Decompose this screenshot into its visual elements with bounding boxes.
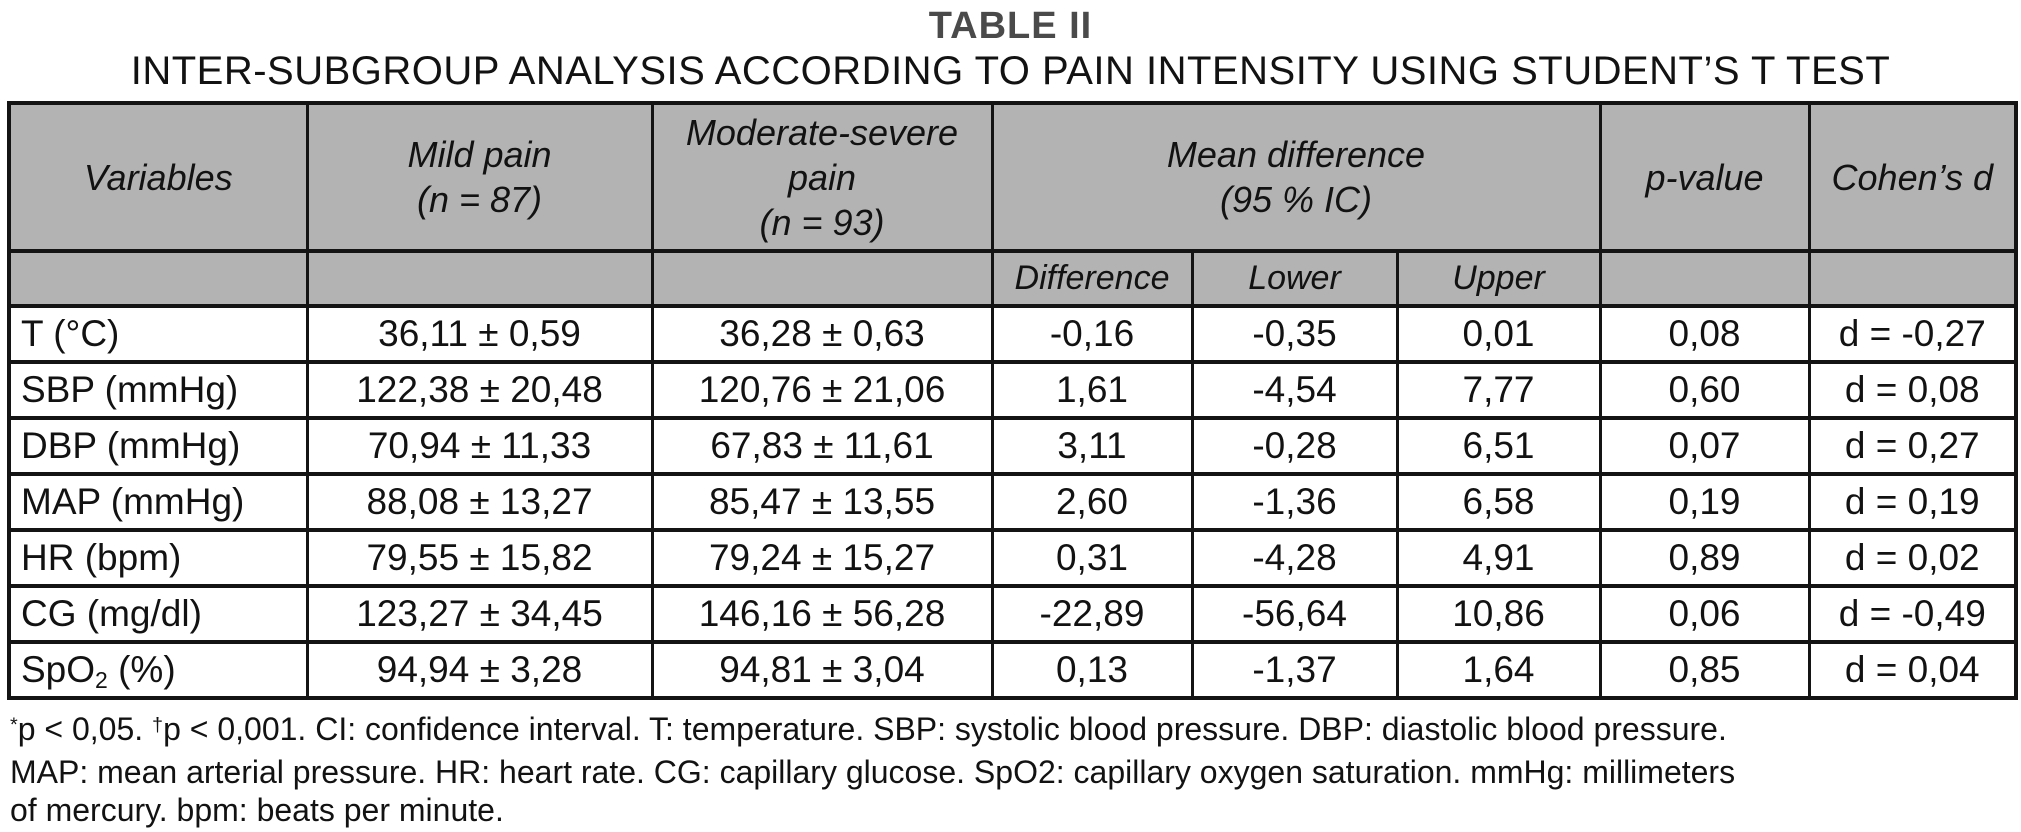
col-header-mean-difference: Mean difference (95 % IC) [990,101,1602,253]
cell-upper: 0,01 [1395,304,1602,364]
cell-mild-pain: 36,11 ± 0,59 [305,304,654,364]
cell-moderate-severe-pain: 146,16 ± 56,28 [650,584,994,644]
cell-variable: HR (bpm) [7,528,309,588]
table-row: MAP (mmHg) 88,08 ± 13,27 85,47 ± 13,55 2,60… [7,472,2018,532]
cell-moderate-severe-pain: 36,28 ± 0,63 [650,304,994,364]
cell-variable: CG (mg/dl) [7,584,309,644]
cell-upper: 7,77 [1395,360,1602,420]
cell-p-value: 0,08 [1598,304,1811,364]
cell-lower: -1,37 [1190,640,1399,700]
subheader-upper: Upper [1395,249,1602,308]
cell-cohens-d: d = 0,02 [1807,528,2018,588]
cell-moderate-severe-pain: 79,24 ± 15,27 [650,528,994,588]
cell-cohens-d: d = 0,27 [1807,416,2018,476]
subheader-lower: Lower [1190,249,1399,308]
cell-upper: 10,86 [1395,584,1602,644]
cell-mild-pain: 79,55 ± 15,82 [305,528,654,588]
cell-difference: 0,31 [990,528,1194,588]
cell-mild-pain: 88,08 ± 13,27 [305,472,654,532]
col-header-cohens-d: Cohen’s d [1807,101,2018,253]
cell-cohens-d: d = 0,04 [1807,640,2018,700]
cell-lower: -0,35 [1190,304,1399,364]
cell-upper: 6,58 [1395,472,1602,532]
col-header-variables: Variables [7,101,309,253]
cell-difference: -0,16 [990,304,1194,364]
subheader-empty-variables [7,249,309,308]
cell-difference: 1,61 [990,360,1194,420]
col-header-label: Cohen’s d [1831,156,1993,198]
header-row-main: Variables Mild pain (n = 87) Moderate-se… [7,101,2018,253]
cell-variable: SBP (mmHg) [7,360,309,420]
footnote-line: of mercury. bpm: beats per minute. [10,792,504,828]
cell-moderate-severe-pain: 120,76 ± 21,06 [650,360,994,420]
table-header: Variables Mild pain (n = 87) Moderate-se… [7,101,2018,308]
header-row-sub: Difference Lower Upper [7,249,2018,308]
table-row: DBP (mmHg) 70,94 ± 11,33 67,83 ± 11,61 3,11… [7,416,2018,476]
cell-p-value: 0,89 [1598,528,1811,588]
cell-difference: 3,11 [990,416,1194,476]
cell-cohens-d: d = 0,19 [1807,472,2018,532]
col-header-moderate-severe-pain: Moderate-severe pain (n = 93) [650,101,994,253]
cell-lower: -56,64 [1190,584,1399,644]
cell-difference: 0,13 [990,640,1194,700]
subheader-difference: Difference [990,249,1194,308]
cell-p-value: 0,60 [1598,360,1811,420]
cell-p-value: 0,06 [1598,584,1811,644]
col-header-label: p-value [1645,156,1764,198]
col-header-label: pain [787,156,857,198]
table-row: CG (mg/dl) 123,27 ± 34,45 146,16 ± 56,28 -2… [7,584,2018,644]
cell-lower: -4,54 [1190,360,1399,420]
table-row: T (°C) 36,11 ± 0,59 36,28 ± 0,63 -0,16 -0,35… [7,304,2018,364]
col-header-mild-pain: Mild pain (n = 87) [305,101,654,253]
subheader-empty-moderate-severe [650,249,994,308]
cell-cohens-d: d = -0,49 [1807,584,2018,644]
cell-mild-pain: 70,94 ± 11,33 [305,416,654,476]
col-header-label: (n = 93) [759,201,885,243]
cell-cohens-d: d = 0,08 [1807,360,2018,420]
table-body: T (°C) 36,11 ± 0,59 36,28 ± 0,63 -0,16 -0,35… [7,304,2018,700]
table-row: SBP (mmHg) 122,38 ± 20,48 120,76 ± 21,06 1,… [7,360,2018,420]
cell-lower: -1,36 [1190,472,1399,532]
cell-upper: 1,64 [1395,640,1602,700]
footnote-line: *p < 0,05. †p < 0,001. CI: confidence in… [10,711,1727,747]
subheader-empty-cohens-d [1807,249,2018,308]
cell-mild-pain: 122,38 ± 20,48 [305,360,654,420]
cell-mild-pain: 123,27 ± 34,45 [305,584,654,644]
cell-variable: SpO2 (%) [7,640,309,700]
cell-cohens-d: d = -0,27 [1807,304,2018,364]
cell-p-value: 0,19 [1598,472,1811,532]
cell-variable: DBP (mmHg) [7,416,309,476]
table-row: SpO2 (%) 94,94 ± 3,28 94,81 ± 3,04 0,13 -1,3… [7,640,2018,700]
cell-moderate-severe-pain: 67,83 ± 11,61 [650,416,994,476]
cell-upper: 6,51 [1395,416,1602,476]
cell-difference: -22,89 [990,584,1194,644]
table-footnote: *p < 0,05. †p < 0,001. CI: confidence in… [0,710,2021,829]
cell-p-value: 0,07 [1598,416,1811,476]
footnote-line: MAP: mean arterial pressure. HR: heart r… [10,754,1736,790]
cell-variable: T (°C) [7,304,309,364]
subheader-empty-mild [305,249,654,308]
cell-mild-pain: 94,94 ± 3,28 [305,640,654,700]
table-row: HR (bpm) 79,55 ± 15,82 79,24 ± 15,27 0,31 -4… [7,528,2018,588]
cell-lower: -4,28 [1190,528,1399,588]
col-header-label: Moderate-severe [685,111,959,153]
col-header-label: Variables [83,156,233,198]
cell-lower: -0,28 [1190,416,1399,476]
cell-p-value: 0,85 [1598,640,1811,700]
subheader-empty-p-value [1598,249,1811,308]
col-header-label: Mild pain [407,134,552,175]
col-header-label: (95 % IC) [1219,179,1373,220]
col-header-p-value: p-value [1598,101,1811,253]
cell-variable: MAP (mmHg) [7,472,309,532]
cell-upper: 4,91 [1395,528,1602,588]
cell-moderate-severe-pain: 85,47 ± 13,55 [650,472,994,532]
table-title: TABLE II [928,5,1093,47]
results-table: Variables Mild pain (n = 87) Moderate-se… [7,101,2019,700]
table-subtitle: INTER-SUBGROUP ANALYSIS ACCORDING TO PAI… [130,49,1891,93]
cell-moderate-severe-pain: 94,81 ± 3,04 [650,640,994,700]
col-header-label: (n = 87) [416,179,543,220]
col-header-label: Mean difference [1166,134,1426,175]
cell-difference: 2,60 [990,472,1194,532]
